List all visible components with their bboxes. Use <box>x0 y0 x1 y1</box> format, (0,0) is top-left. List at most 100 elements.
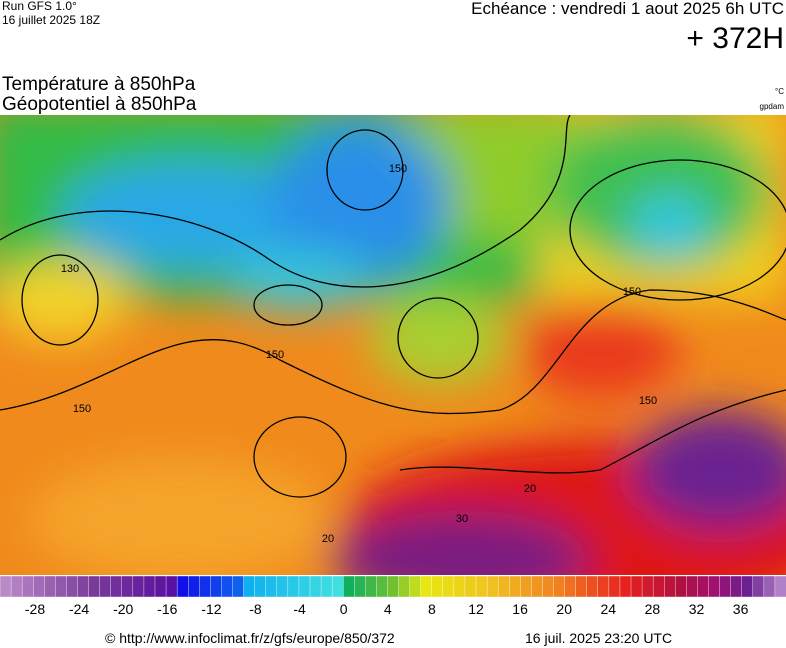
colorbar-swatch <box>774 575 786 598</box>
colorbar-tick-label: 24 <box>601 601 617 617</box>
colorbar-swatch <box>10 575 23 598</box>
colorbar-tick-label: -24 <box>69 601 89 617</box>
title-temperature: Température à 850hPa <box>2 74 196 95</box>
unit-temperature: °C <box>775 87 784 96</box>
colorbar-tick-label: -8 <box>249 601 262 617</box>
colorbar-swatch <box>221 575 234 598</box>
contour-label: 150 <box>623 286 641 298</box>
colorbar-swatch <box>199 575 212 598</box>
colorbar-swatch <box>354 575 367 598</box>
run-label: Run GFS 1.0° <box>2 0 77 13</box>
colorbar-tick-label: -12 <box>201 601 221 617</box>
colorbar-swatch <box>88 575 101 598</box>
colorbar-swatch <box>664 575 676 598</box>
contour-label: 150 <box>389 163 407 175</box>
colorbar-tick-label: 16 <box>512 601 528 617</box>
colorbar-tick-label: 8 <box>428 601 436 617</box>
map: 130 150 150 150 150 150 20 30 20 <box>0 115 786 575</box>
colorbar-swatch <box>431 575 444 598</box>
colorbar-swatch <box>376 575 389 598</box>
colorbar-swatch <box>708 575 721 598</box>
colorbar-swatch <box>121 575 134 598</box>
colorbar-swatch <box>21 575 34 598</box>
colorbar-swatch <box>553 575 566 598</box>
colorbar-swatch <box>752 575 765 598</box>
colorbar-swatch <box>586 575 599 598</box>
colorbar-tick-label: 0 <box>340 601 348 617</box>
colorbar-swatch <box>564 575 577 598</box>
colorbar-swatch <box>0 575 12 598</box>
colorbar-tick-label: -4 <box>293 601 306 617</box>
colorbar-tick-label: 12 <box>468 601 484 617</box>
colorbar-swatch <box>265 575 278 598</box>
colorbar-swatch <box>475 575 488 598</box>
colorbar-swatch <box>697 575 710 598</box>
colorbar-swatch <box>243 575 256 598</box>
unit-geopotential: gpdam <box>760 102 785 111</box>
colorbar-swatch <box>542 575 555 598</box>
colorbar-swatch <box>210 575 223 598</box>
colorbar-swatch <box>187 575 200 598</box>
colorbar-swatch <box>387 575 400 598</box>
colorbar-swatch <box>287 575 300 598</box>
colorbar-swatch <box>276 575 289 598</box>
colorbar-swatch <box>619 575 632 598</box>
colorbar-swatch <box>630 575 643 598</box>
colorbar-swatch <box>154 575 167 598</box>
contour-label: 150 <box>639 395 657 407</box>
colorbar-swatch <box>509 575 522 598</box>
colorbar-swatch <box>453 575 466 598</box>
colorbar-swatch <box>342 575 355 598</box>
colorbar-swatch <box>719 575 732 598</box>
colorbar-swatch <box>365 575 378 598</box>
run-date: 16 juillet 2025 18Z <box>2 13 100 27</box>
colorbar-tick-label: -20 <box>113 601 133 617</box>
colorbar-swatch <box>531 575 544 598</box>
footer-url: © http://www.infoclimat.fr/z/gfs/europe/… <box>105 630 395 646</box>
colorbar-swatch <box>597 575 610 598</box>
colorbar-tick-label: 28 <box>645 601 661 617</box>
colorbar-swatch <box>464 575 477 598</box>
lead-time: + 372H <box>686 22 784 55</box>
colorbar-swatch <box>331 575 344 598</box>
colorbar-swatch <box>309 575 322 598</box>
colorbar-swatch <box>176 575 189 598</box>
contour-label: 150 <box>266 349 284 361</box>
contour-label: 20 <box>322 533 334 545</box>
colorbar-swatch <box>320 575 333 598</box>
colorbar-swatch <box>254 575 267 598</box>
colorbar-tick-label: 32 <box>689 601 705 617</box>
colorbar-swatch <box>608 575 621 598</box>
colorbar-tick-label: -16 <box>157 601 177 617</box>
colorbar-swatch <box>442 575 455 598</box>
colorbar-swatch <box>110 575 123 598</box>
contour-label: 130 <box>61 263 79 275</box>
colorbar-swatch <box>132 575 145 598</box>
colorbar-swatch <box>33 575 45 598</box>
title-geopotential: Géopotentiel à 850hPa <box>2 94 197 115</box>
colorbar-tick-label: 4 <box>384 601 392 617</box>
colorbar-swatch <box>575 575 588 598</box>
temperature-field <box>0 115 786 575</box>
colorbar-swatch <box>652 575 665 598</box>
colorbar-swatch <box>741 575 754 598</box>
colorbar-swatch <box>420 575 433 598</box>
colorbar-swatch <box>165 575 178 598</box>
colorbar-tick-label: 20 <box>556 601 572 617</box>
colorbar-swatch <box>298 575 311 598</box>
colorbar-swatch <box>409 575 422 598</box>
geopotential-contours <box>0 115 786 498</box>
colorbar-swatch <box>77 575 90 598</box>
colorbar-swatch <box>641 575 654 598</box>
colorbar-swatch <box>763 575 776 598</box>
colorbar-tick-label: 36 <box>733 601 749 617</box>
colorbar-swatch <box>398 575 411 598</box>
colorbar-swatch <box>99 575 112 598</box>
colorbar-swatch <box>44 575 57 598</box>
colorbar-swatch <box>686 575 699 598</box>
colorbar-swatch <box>675 575 688 598</box>
colorbar-tick-label: -28 <box>25 601 45 617</box>
colorbar-swatch <box>730 575 743 598</box>
